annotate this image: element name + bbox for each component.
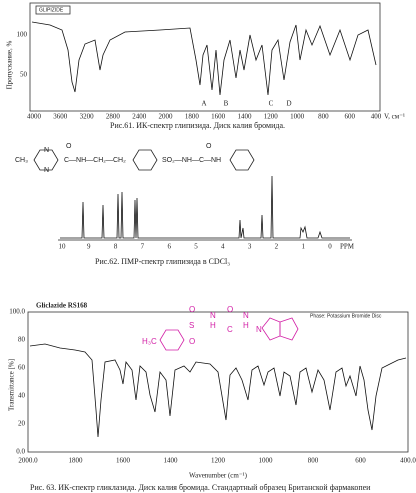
x-unit: PPM — [340, 243, 355, 251]
ring — [261, 317, 281, 341]
x-tick-label: 800 — [308, 457, 319, 465]
caption: Рис. 63. ИК-спектр гликлазида. Диск кали… — [30, 483, 371, 492]
x-tick-label: 2000.0 — [18, 457, 38, 465]
structure: N — [256, 325, 262, 334]
ring — [132, 149, 158, 171]
ring — [159, 329, 185, 351]
ring — [33, 149, 59, 171]
y-tick-label: 50 — [20, 71, 28, 79]
x-tick-label: 1200 — [211, 457, 226, 465]
ring — [279, 317, 299, 341]
x-tick-label: 3200 — [80, 113, 95, 121]
ring — [229, 149, 255, 171]
structure: CH₃ — [15, 157, 28, 164]
y-tick-label: 20 — [18, 420, 26, 428]
x-tick-label: 1600 — [116, 457, 131, 465]
x-tick-label: 400 — [371, 113, 382, 121]
structure: S — [189, 321, 194, 330]
spectrum — [29, 343, 407, 438]
y-tick-label: 0.0 — [16, 448, 25, 456]
x-tick-label: 1400 — [237, 113, 252, 121]
x-tick-label: 3600 — [53, 113, 68, 121]
x-tick-label: 1 — [301, 243, 305, 251]
x-tick-label: 1800 — [185, 113, 200, 121]
x-tick-label: 5 — [194, 243, 198, 251]
x-tick-label: 600 — [344, 113, 355, 121]
x-tick-label: 2000 — [159, 113, 174, 121]
x-tick-label: 4000 — [27, 113, 42, 121]
x-tick-label: 1400 — [164, 457, 179, 465]
x-tick-label: 7 — [141, 243, 145, 251]
x-tick-label: 800 — [318, 113, 329, 121]
sample-label: GLIPIZIDE — [39, 7, 64, 13]
x-tick-label: 9 — [87, 243, 91, 251]
x-tick-label: 6 — [167, 243, 171, 251]
y-label: Пропускание, % — [6, 40, 14, 89]
structure: N — [243, 311, 249, 320]
y-tick-label: 40 — [18, 392, 26, 400]
peak-label: C — [269, 100, 274, 108]
y-tick-label: 60 — [18, 364, 26, 372]
structure: H — [210, 321, 216, 330]
x-tick-label: 2400 — [132, 113, 147, 121]
structure: SO₂—NH—C—NH — [162, 157, 221, 164]
x-tick-label: 2800 — [106, 113, 121, 121]
structure: O — [227, 305, 233, 314]
peak-label: A — [201, 100, 206, 108]
y-tick-label: 100 — [17, 31, 28, 39]
y-label: Transmittance [%] — [8, 359, 16, 411]
x-tick-label: 400.0 — [400, 457, 416, 465]
structure: C — [227, 325, 233, 334]
structure: O — [206, 143, 212, 150]
x-tick-label: 0 — [328, 243, 332, 251]
x-tick-label: 2 — [275, 243, 279, 251]
structure: H — [243, 321, 249, 330]
phase: Phase: Potassium Bromide Disc — [310, 313, 382, 319]
x-unit: V, см⁻¹ — [384, 113, 405, 121]
caption: Рис.61. ИК-спектр глипизида. Диск калия … — [110, 121, 285, 130]
structure: O — [189, 305, 195, 314]
nmr-spectrum — [60, 175, 350, 239]
peak-label: B — [224, 100, 229, 108]
x-tick-label: 1800 — [69, 457, 84, 465]
structure: H₃C — [142, 337, 157, 346]
spectrum — [31, 21, 377, 96]
x-tick-label: 4 — [221, 243, 225, 251]
structure: O — [66, 143, 72, 150]
y-tick-label: 80 — [18, 336, 26, 344]
x-label: Wavenumber (cm⁻¹) — [189, 472, 248, 480]
x-tick-label: 8 — [114, 243, 118, 251]
structure: C—NH—CH₂—CH₂ — [64, 157, 126, 164]
structure: O — [189, 337, 195, 346]
caption: Рис.62. ПМР-спектр глипизида в CDCl₃ — [95, 257, 230, 266]
x-tick-label: 1200 — [264, 113, 279, 121]
y-tick-label: 100.0 — [9, 308, 25, 316]
peak-label: D — [286, 100, 291, 108]
structure: N — [210, 311, 216, 320]
x-tick-label: 10 — [59, 243, 67, 251]
x-tick-label: 600 — [355, 457, 366, 465]
x-tick-label: 1000 — [259, 457, 274, 465]
x-tick-label: 1600 — [211, 113, 226, 121]
x-tick-label: 3 — [248, 243, 252, 251]
label-box — [35, 5, 71, 15]
title: Gliclazide RS168 — [36, 302, 88, 310]
frame — [29, 2, 381, 112]
frame — [27, 311, 409, 453]
x-tick-label: 1000 — [290, 113, 305, 121]
